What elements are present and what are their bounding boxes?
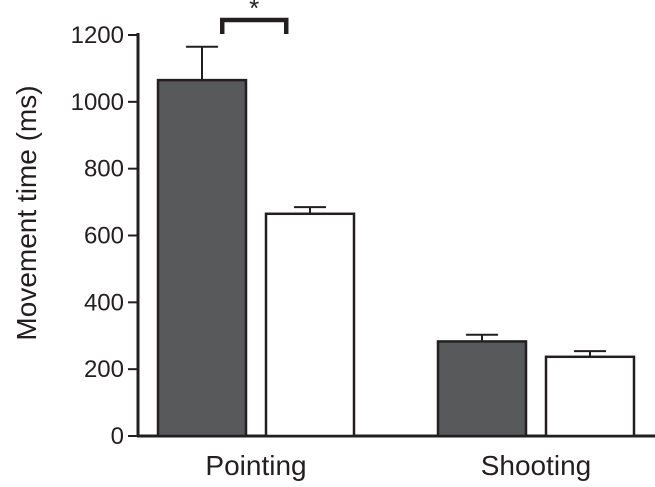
bar-shooting-1 — [544, 355, 636, 438]
y-tick-label: 400 — [84, 289, 124, 316]
y-tick-label: 1200 — [71, 22, 124, 49]
y-tick-label: 600 — [84, 223, 124, 250]
x-category-label: Shooting — [481, 450, 592, 481]
x-category-label: Pointing — [205, 450, 306, 481]
y-tick-label: 1000 — [71, 89, 124, 116]
y-axis-title: Movement time (ms) — [11, 85, 42, 340]
significance-bracket — [219, 17, 289, 34]
plot-area: 0 200 400 600 800 1000 1200 Pointing Shooting * — [71, 0, 655, 481]
bar-shooting-0 — [436, 340, 528, 438]
bar-pointing-1 — [264, 212, 356, 438]
y-tick-label: 200 — [84, 356, 124, 383]
significance-marker: * — [249, 0, 259, 23]
y-tick-label: 0 — [111, 423, 124, 450]
bar-pointing-0 — [156, 78, 248, 438]
y-tick-label: 800 — [84, 156, 124, 183]
